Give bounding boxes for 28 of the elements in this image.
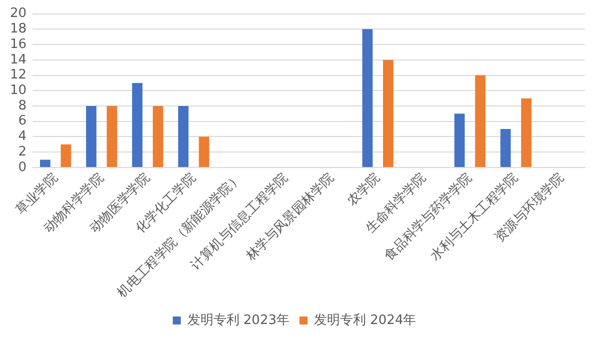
- y-tick-label: 14: [10, 52, 27, 68]
- y-tick-label: 12: [10, 68, 27, 83]
- y-tick-label: 6: [18, 114, 27, 129]
- y-tick-label: 20: [10, 6, 27, 22]
- bar: [132, 82, 142, 167]
- bar: [86, 106, 96, 167]
- legend-label: 发明专利 2024年: [314, 312, 416, 328]
- bar: [152, 106, 164, 167]
- bar: [500, 129, 511, 167]
- y-tick-label: 16: [10, 36, 27, 52]
- bar: [362, 29, 373, 167]
- bar: [106, 106, 118, 167]
- y-tick-label: 4: [18, 129, 27, 144]
- y-tick-label: 10: [10, 83, 27, 98]
- bar: [178, 106, 188, 167]
- bar: [475, 75, 486, 167]
- bar: [40, 160, 50, 167]
- y-tick-label: 8: [18, 98, 27, 114]
- legend-label: 发明专利 2023年: [187, 312, 290, 328]
- y-tick-label: 2: [18, 144, 27, 160]
- bar: [454, 114, 465, 167]
- bar: [521, 98, 532, 167]
- y-tick-label: 18: [10, 22, 27, 37]
- x-tick-label: 农学院: [344, 170, 384, 209]
- bar: [198, 136, 210, 167]
- y-tick-label: 0: [18, 160, 27, 175]
- bar: [383, 60, 394, 167]
- bar: [60, 144, 72, 167]
